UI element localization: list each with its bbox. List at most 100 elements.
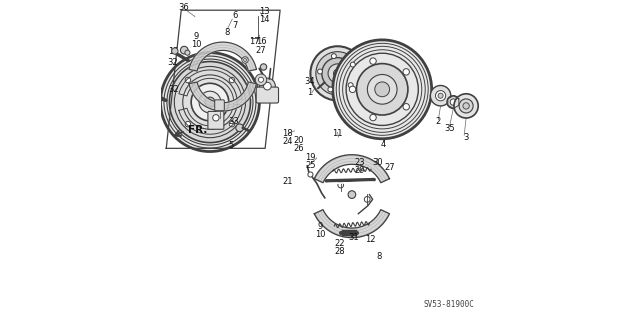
Circle shape: [349, 86, 356, 93]
Circle shape: [205, 97, 215, 107]
Text: FR.: FR.: [188, 125, 207, 135]
Text: 10: 10: [315, 230, 325, 239]
Circle shape: [310, 46, 365, 100]
Circle shape: [332, 54, 337, 59]
Text: 32: 32: [168, 85, 179, 94]
Text: 18: 18: [282, 130, 292, 138]
Circle shape: [317, 69, 323, 74]
Circle shape: [259, 78, 275, 94]
Polygon shape: [314, 155, 390, 183]
Circle shape: [333, 69, 342, 78]
Circle shape: [322, 58, 353, 89]
Circle shape: [260, 64, 267, 70]
Text: 12: 12: [365, 235, 376, 244]
Circle shape: [255, 74, 267, 85]
Text: 24: 24: [282, 137, 292, 146]
Text: 8: 8: [225, 28, 230, 37]
Text: SV53-81900C: SV53-81900C: [424, 300, 475, 309]
Circle shape: [367, 75, 397, 104]
Circle shape: [447, 96, 460, 108]
Circle shape: [459, 99, 473, 113]
Text: 31: 31: [214, 102, 225, 111]
Text: 7: 7: [233, 21, 238, 30]
Circle shape: [259, 77, 264, 82]
Text: 1: 1: [307, 88, 312, 97]
Text: 13: 13: [259, 7, 269, 16]
Text: 14: 14: [259, 15, 269, 24]
Text: 2: 2: [436, 117, 441, 126]
Circle shape: [229, 122, 235, 127]
Circle shape: [229, 77, 235, 83]
Circle shape: [183, 75, 237, 129]
Text: 15: 15: [168, 47, 179, 56]
Circle shape: [403, 104, 410, 110]
Text: 35: 35: [444, 124, 455, 133]
Text: 22: 22: [335, 239, 346, 248]
FancyBboxPatch shape: [256, 87, 278, 103]
Polygon shape: [179, 104, 242, 134]
Circle shape: [333, 40, 431, 139]
Text: 9: 9: [194, 32, 199, 41]
Circle shape: [308, 172, 313, 177]
Circle shape: [243, 58, 246, 62]
Circle shape: [191, 83, 228, 121]
Circle shape: [375, 82, 390, 97]
Polygon shape: [189, 42, 257, 71]
Polygon shape: [189, 82, 257, 111]
Text: 9: 9: [317, 222, 323, 231]
Text: 5: 5: [228, 141, 234, 150]
Text: 3: 3: [463, 133, 468, 142]
Text: 23: 23: [355, 158, 365, 167]
Text: 6: 6: [233, 11, 238, 20]
Circle shape: [264, 82, 271, 90]
Text: 4: 4: [380, 140, 385, 149]
Text: 32: 32: [167, 58, 178, 67]
Circle shape: [454, 94, 478, 118]
Text: 17: 17: [249, 37, 259, 46]
Text: 16: 16: [255, 37, 266, 46]
Circle shape: [328, 64, 347, 83]
Circle shape: [450, 99, 456, 105]
Text: 21: 21: [283, 177, 293, 186]
Text: 27: 27: [255, 46, 266, 55]
Text: 20: 20: [293, 136, 303, 145]
Circle shape: [212, 115, 219, 121]
Circle shape: [370, 58, 376, 64]
Text: 10: 10: [191, 40, 202, 49]
Circle shape: [199, 91, 221, 113]
Text: 33: 33: [228, 117, 239, 126]
Text: 31: 31: [348, 233, 359, 242]
Text: 34: 34: [305, 77, 315, 86]
Text: 27: 27: [385, 163, 396, 172]
Circle shape: [463, 103, 469, 109]
Circle shape: [435, 91, 445, 101]
Text: 26: 26: [293, 144, 303, 153]
Text: 29: 29: [355, 166, 365, 175]
Circle shape: [430, 85, 451, 106]
Circle shape: [316, 52, 359, 95]
Circle shape: [174, 66, 246, 138]
Circle shape: [185, 122, 191, 127]
Circle shape: [328, 87, 333, 92]
Circle shape: [185, 50, 190, 55]
FancyBboxPatch shape: [208, 111, 224, 129]
Circle shape: [438, 93, 443, 98]
Circle shape: [170, 62, 250, 143]
Circle shape: [236, 124, 243, 132]
Polygon shape: [314, 210, 390, 238]
Text: 11: 11: [332, 130, 343, 138]
Circle shape: [185, 77, 191, 83]
Text: 19: 19: [305, 153, 316, 162]
Text: 8: 8: [376, 252, 381, 261]
Circle shape: [370, 114, 376, 121]
Circle shape: [242, 57, 248, 63]
Circle shape: [348, 191, 356, 198]
Circle shape: [350, 62, 355, 67]
Circle shape: [161, 53, 259, 152]
Circle shape: [180, 46, 188, 54]
Circle shape: [348, 83, 353, 88]
Text: 36: 36: [178, 4, 189, 12]
Circle shape: [364, 197, 370, 202]
Polygon shape: [179, 70, 242, 100]
Circle shape: [172, 48, 178, 54]
